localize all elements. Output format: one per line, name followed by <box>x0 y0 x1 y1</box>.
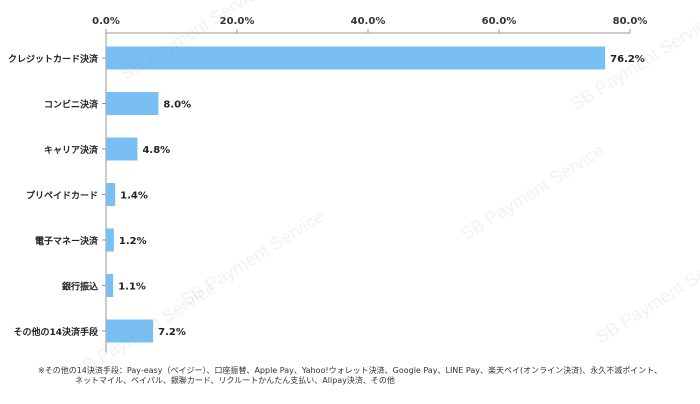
value-label: 1.4% <box>120 191 148 202</box>
footnote-line-1: ※その他の14決済手段：Pay-easy（ペイジー）、口座振替、Apple Pa… <box>38 366 663 375</box>
category-label: その他の14決済手段 <box>13 326 99 338</box>
category-label: プリペイドカード <box>26 190 98 202</box>
x-tick-label: 60.0% <box>482 16 517 27</box>
bar <box>106 228 114 252</box>
bar <box>106 183 116 206</box>
footnote-line-2: ネットマイル、ペイパル、銀聯カード、リクルートかんたん支払い、Alipay決済、… <box>75 376 395 385</box>
x-tick-label: 80.0% <box>613 16 648 27</box>
category-label: 電子マネー決済 <box>35 235 99 247</box>
category-label: 銀行振込 <box>62 281 98 293</box>
x-tick-label: 0.0% <box>92 16 120 27</box>
category-label: クレジットカード決済 <box>8 53 99 65</box>
value-label: 8.0% <box>163 100 191 111</box>
category-label: キャリア決済 <box>44 144 99 156</box>
bar <box>106 319 154 343</box>
value-label: 76.2% <box>610 54 645 65</box>
bar <box>106 274 114 297</box>
x-tick-label: 20.0% <box>220 16 255 27</box>
value-label: 4.8% <box>142 145 170 156</box>
bar <box>106 92 159 115</box>
value-label: 1.1% <box>118 282 146 293</box>
value-label: 1.2% <box>119 236 147 247</box>
bar <box>106 46 606 70</box>
bar <box>106 137 138 161</box>
value-label: 7.2% <box>158 327 186 338</box>
footnote: ※その他の14決済手段：Pay-easy（ペイジー）、口座振替、Apple Pa… <box>38 366 678 386</box>
x-tick-label: 40.0% <box>351 16 386 27</box>
category-label: コンビニ決済 <box>44 99 99 111</box>
